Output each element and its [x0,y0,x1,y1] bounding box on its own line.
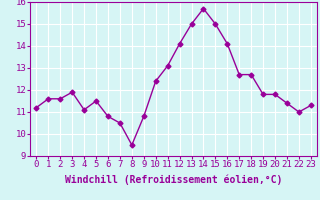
X-axis label: Windchill (Refroidissement éolien,°C): Windchill (Refroidissement éolien,°C) [65,175,282,185]
